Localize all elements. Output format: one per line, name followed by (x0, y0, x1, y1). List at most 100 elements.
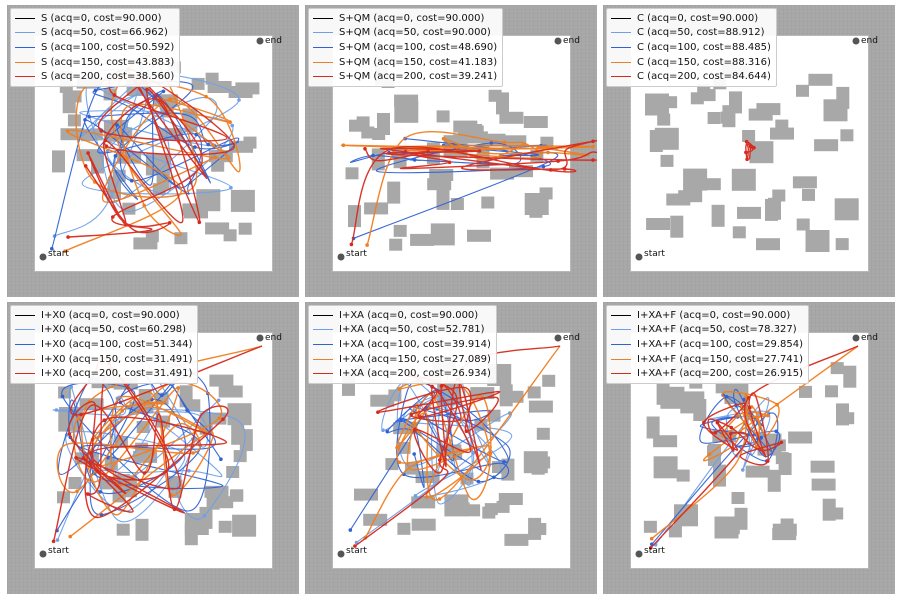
obstacle (693, 399, 707, 421)
legend-item: I+X0 (acq=0, cost=90.000) (15, 308, 192, 323)
legend-swatch (15, 32, 35, 34)
obstacle (767, 469, 781, 492)
obstacle (67, 114, 81, 127)
obstacle (209, 374, 234, 387)
series-point (713, 430, 718, 435)
legend: I+XA (acq=0, cost=90.000) I+XA (acq=50, c… (308, 305, 497, 384)
legend-label: S (acq=50, cost=66.962) (41, 27, 168, 39)
series-point (397, 460, 402, 465)
obstacle (523, 116, 548, 128)
legend-item: S (acq=200, cost=38.560) (15, 69, 174, 84)
series-point (83, 164, 88, 168)
legend-item: I+X0 (acq=50, cost=60.298) (15, 323, 192, 338)
series-line (51, 73, 240, 249)
start-marker (337, 550, 345, 558)
obstacle (348, 205, 361, 228)
legend-label: S (acq=150, cost=43.883) (41, 56, 175, 68)
legend-item: S (acq=100, cost=50.592) (15, 40, 174, 55)
end-marker (852, 37, 860, 45)
series-point (728, 432, 733, 436)
obstacle (430, 223, 455, 246)
legend-swatch (611, 373, 631, 375)
series-point (66, 235, 70, 239)
obstacle (649, 130, 663, 152)
obstacle (179, 385, 193, 408)
obstacle (802, 188, 815, 201)
series-point (115, 123, 119, 127)
series-point (548, 168, 553, 172)
legend-swatch (15, 358, 35, 360)
series-point (395, 445, 399, 450)
legend-swatch (313, 76, 333, 78)
legend-item: I+XA (acq=200, cost=26.934) (313, 366, 491, 381)
series-point (521, 143, 525, 147)
series-point (221, 417, 225, 421)
obstacle (808, 73, 833, 86)
obstacle (385, 458, 399, 471)
legend-label: I+XA (acq=100, cost=39.914) (339, 338, 491, 350)
obstacle (788, 431, 813, 444)
series-point (197, 220, 202, 225)
obstacle (231, 422, 245, 445)
series-point (187, 469, 191, 473)
series-point (492, 475, 496, 480)
legend-swatch (15, 314, 35, 316)
series-point (69, 385, 74, 389)
obstacle (354, 488, 378, 501)
legend-label: C (acq=150, cost=88.316) (637, 56, 771, 68)
series-point (541, 164, 546, 169)
series-point (649, 546, 653, 550)
legend-swatch (313, 17, 333, 19)
obstacle (840, 129, 854, 142)
obstacle (499, 111, 524, 124)
legend-label: I+XA (acq=0, cost=90.000) (339, 309, 479, 321)
legend-item: I+XA (acq=100, cost=39.914) (313, 337, 491, 352)
obstacle (499, 384, 513, 407)
series-point (86, 151, 90, 155)
series-point (471, 451, 476, 455)
obstacle (427, 178, 452, 191)
obstacle (674, 504, 698, 527)
legend-label: S (acq=100, cost=50.592) (41, 41, 175, 53)
obstacle (646, 218, 671, 230)
series-point (715, 420, 720, 425)
legend-swatch (611, 32, 631, 34)
obstacle (527, 386, 541, 399)
obstacle (361, 126, 375, 139)
series-point (441, 136, 446, 141)
legend-label: I+XA+F (acq=200, cost=26.915) (637, 368, 804, 380)
start-label: start (644, 249, 665, 259)
series-point (51, 539, 56, 544)
legend-item: S (acq=0, cost=90.000) (15, 11, 174, 26)
obstacle (772, 523, 797, 536)
obstacle (536, 427, 550, 440)
series-point (477, 149, 482, 153)
series-point (724, 395, 729, 399)
series-point (748, 144, 753, 149)
obstacle (643, 520, 657, 533)
obstacle (731, 168, 756, 191)
series-point (194, 132, 198, 137)
obstacle (450, 198, 464, 210)
legend-label: I+XA (acq=50, cost=52.781) (339, 324, 485, 336)
obstacle (822, 498, 836, 521)
obstacle (458, 124, 483, 136)
series-line (56, 345, 263, 538)
obstacle (218, 385, 243, 398)
obstacle (542, 374, 556, 387)
series-line (651, 345, 859, 540)
obstacle (467, 229, 491, 242)
obstacle (135, 518, 149, 541)
series-point (412, 158, 417, 162)
start-marker (39, 550, 47, 558)
series-point (399, 418, 403, 422)
series-point (745, 157, 749, 162)
obstacle (737, 206, 761, 219)
series-point (160, 393, 164, 398)
obstacle (230, 189, 255, 212)
series-point (230, 123, 235, 128)
panel-i-x0: start end I+X0 (acq=0, cost=90.000) I+X0 (a… (7, 302, 299, 594)
obstacle (444, 494, 469, 517)
obstacle (52, 150, 65, 173)
series-point (229, 185, 233, 190)
